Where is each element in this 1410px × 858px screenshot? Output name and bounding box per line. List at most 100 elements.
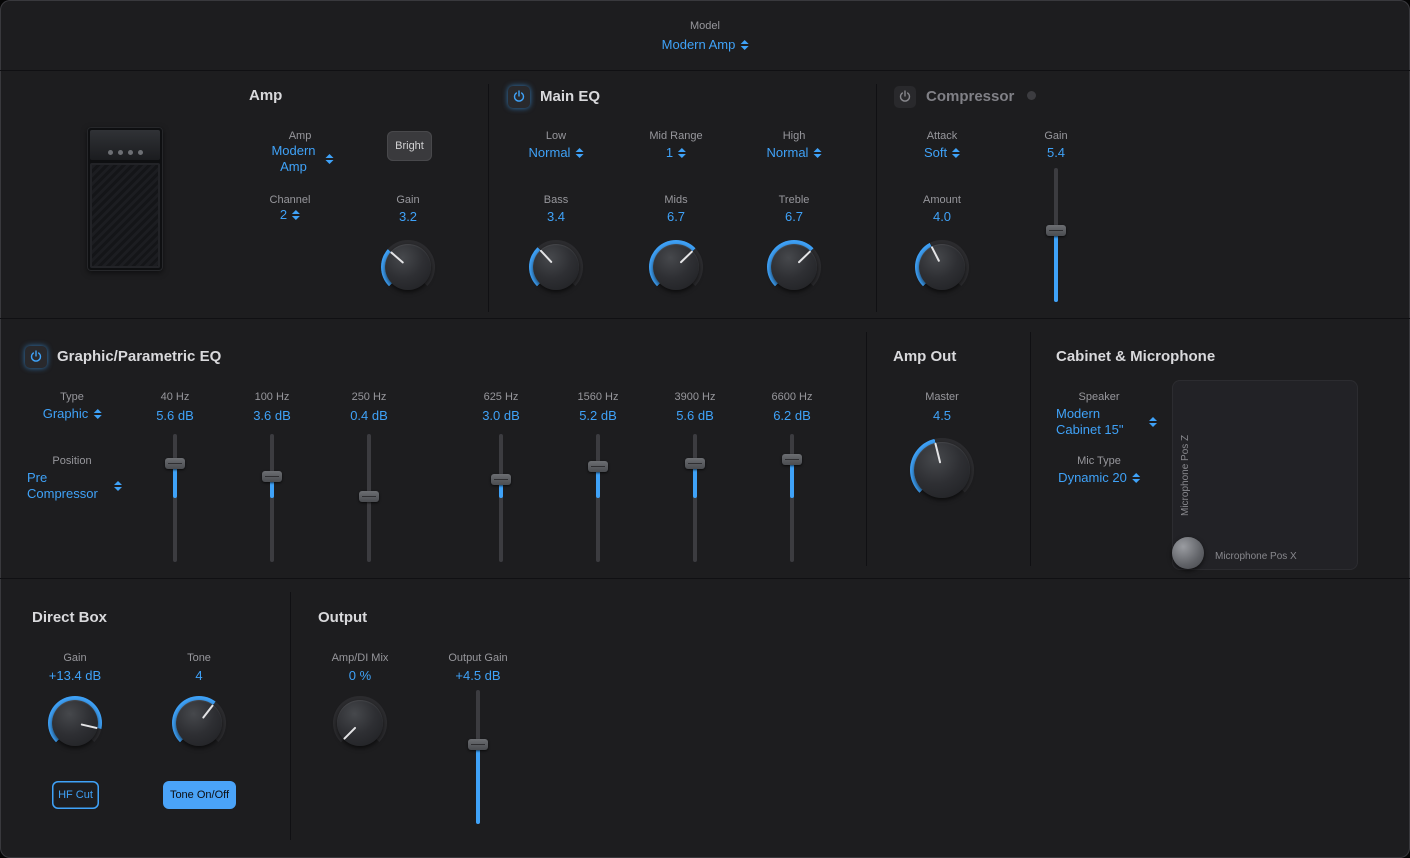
slider-handle[interactable] — [685, 458, 705, 469]
eq-position-label: Position — [52, 455, 92, 467]
slider-fill — [693, 463, 697, 498]
amp-grille — [90, 163, 160, 268]
high-select[interactable]: Normal — [767, 145, 822, 160]
slider-fill — [596, 466, 600, 498]
compressor-power-button[interactable] — [894, 86, 916, 108]
eq-band-freq-label: 100 Hz — [254, 391, 290, 403]
eq-position-select[interactable]: Pre Compressor — [27, 470, 122, 503]
slider-handle[interactable] — [1046, 225, 1066, 236]
channel-label: Channel — [269, 194, 311, 206]
slider-fill — [476, 744, 480, 824]
slider-fill — [1054, 230, 1058, 302]
eq-band-slider-100hz[interactable] — [261, 434, 283, 562]
slider-handle[interactable] — [782, 454, 802, 465]
eq-band-gain-value: 5.6 dB — [156, 408, 194, 423]
eq-band-freq-label: 1560 Hz — [577, 391, 619, 403]
master-knob[interactable] — [910, 438, 974, 502]
divider — [1030, 332, 1031, 566]
bass-knob[interactable] — [529, 240, 583, 294]
stepper-icon — [575, 147, 584, 158]
model-label: Model — [690, 20, 720, 32]
stepper-icon — [1131, 472, 1140, 483]
tone-knob[interactable] — [172, 696, 226, 750]
knob-pointer — [161, 685, 237, 761]
eq-band-slider-1560hz[interactable] — [587, 434, 609, 562]
slider-handle[interactable] — [491, 474, 511, 485]
amp-di-mix-value: 0 % — [348, 668, 372, 683]
mids-knob[interactable] — [649, 240, 703, 294]
treble-label: Treble — [778, 194, 810, 206]
amp-gain-knob[interactable] — [381, 240, 435, 294]
mids-value: 6.7 — [666, 209, 686, 224]
model-select[interactable]: Modern Amp — [662, 37, 749, 52]
di-gain-label: Gain — [63, 652, 87, 664]
amp-model-select-value: Modern Amp — [271, 143, 316, 175]
slider-handle[interactable] — [262, 471, 282, 482]
geq-power-button[interactable] — [25, 346, 47, 368]
stepper-icon — [952, 147, 961, 158]
eq-band-slider-3900hz[interactable] — [684, 434, 706, 562]
eq-band-gain-value: 3.6 dB — [253, 408, 291, 423]
knob-pointer — [322, 685, 398, 761]
channel-select[interactable]: 2 — [280, 207, 301, 222]
master-value: 4.5 — [932, 408, 952, 423]
stepper-icon — [114, 481, 122, 492]
speaker-select[interactable]: Modern Cabinet 15" — [1056, 406, 1157, 439]
mic-position-pad[interactable] — [1172, 380, 1358, 570]
eq-band-gain-value: 6.2 dB — [773, 408, 811, 423]
mids-label: Mids — [664, 194, 688, 206]
di-gain-knob[interactable] — [48, 696, 102, 750]
tone-value: 4 — [195, 668, 203, 683]
mic-pos-z-label: Microphone Pos Z — [1180, 434, 1191, 516]
eq-band-freq-label: 625 Hz — [483, 391, 519, 403]
stepper-icon — [93, 408, 102, 419]
knob-pointer — [518, 229, 594, 305]
stepper-icon — [678, 147, 687, 158]
bright-button[interactable]: Bright — [387, 131, 432, 161]
eq-band-freq-label: 250 Hz — [351, 391, 387, 403]
compressor-led — [1027, 91, 1036, 100]
amp-out-section-header: Amp Out — [893, 348, 957, 365]
knob-pointer — [43, 691, 108, 756]
mid-range-select[interactable]: 1 — [666, 145, 687, 160]
treble-knob[interactable] — [767, 240, 821, 294]
slider-handle[interactable] — [165, 458, 185, 469]
eq-band-slider-6600hz[interactable] — [781, 434, 803, 562]
slider-handle[interactable] — [588, 461, 608, 472]
amp-model-label: Amp — [288, 130, 312, 142]
mic-type-label: Mic Type — [1077, 455, 1121, 467]
mic-type-select-value: Dynamic 20 — [1058, 470, 1127, 485]
eq-band-slider-625hz[interactable] — [490, 434, 512, 562]
slider-track — [790, 434, 794, 562]
slider-handle[interactable] — [468, 739, 488, 750]
slider-handle[interactable] — [359, 491, 379, 502]
eq-band-slider-40hz[interactable] — [164, 434, 186, 562]
amp-di-mix-knob[interactable] — [333, 696, 387, 750]
slider-track — [693, 434, 697, 562]
mic-position-puck[interactable] — [1172, 537, 1204, 569]
amount-knob[interactable] — [915, 240, 969, 294]
mic-type-select[interactable]: Dynamic 20 — [1058, 470, 1140, 485]
slider-track — [173, 434, 177, 562]
output-gain-value: +4.5 dB — [455, 668, 501, 683]
attack-select[interactable]: Soft — [924, 145, 961, 160]
compressor-gain-label: Gain — [1044, 130, 1068, 142]
low-select[interactable]: Normal — [529, 145, 584, 160]
knob-pointer — [906, 231, 979, 304]
compressor-gain-slider[interactable] — [1045, 168, 1067, 302]
hf-cut-button[interactable]: HF Cut — [52, 781, 99, 809]
divider — [876, 84, 877, 312]
slider-track — [270, 434, 274, 562]
eq-type-select[interactable]: Graphic — [43, 406, 102, 421]
main-eq-power-button[interactable] — [508, 86, 530, 108]
eq-band-slider-250hz[interactable] — [358, 434, 380, 562]
knob-pointer — [756, 229, 832, 305]
bass-label: Bass — [543, 194, 569, 206]
output-gain-slider[interactable] — [467, 690, 489, 824]
tone-onoff-button[interactable]: Tone On/Off — [163, 781, 236, 809]
eq-band-gain-value: 5.6 dB — [676, 408, 714, 423]
amp-model-select[interactable]: Modern Amp — [267, 143, 334, 176]
stepper-icon — [813, 147, 822, 158]
slider-fill — [173, 463, 177, 498]
